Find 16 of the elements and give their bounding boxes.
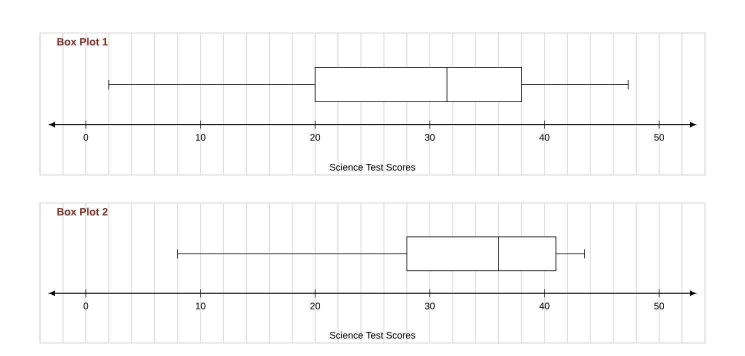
- x-tick-label: 40: [539, 134, 550, 141]
- x-tick-label: 0: [84, 134, 88, 141]
- x-tick-label: 10: [196, 302, 206, 310]
- x-tick-label: 30: [424, 302, 435, 310]
- x-tick-label: 20: [310, 134, 320, 141]
- chart-title: Box Plot 1: [57, 38, 108, 46]
- x-axis-title: Science Test Scores: [330, 332, 416, 339]
- chart-title: Box Plot 2: [57, 208, 108, 216]
- x-tick-label: 50: [654, 302, 664, 310]
- x-tick-label: 10: [196, 134, 206, 141]
- x-tick-label: 40: [539, 302, 550, 310]
- x-tick-label: 20: [310, 302, 320, 310]
- x-tick-label: 30: [424, 134, 435, 141]
- x-tick-label: 0: [84, 302, 88, 310]
- x-tick-label: 50: [654, 134, 664, 141]
- x-axis-title: Science Test Scores: [330, 164, 416, 171]
